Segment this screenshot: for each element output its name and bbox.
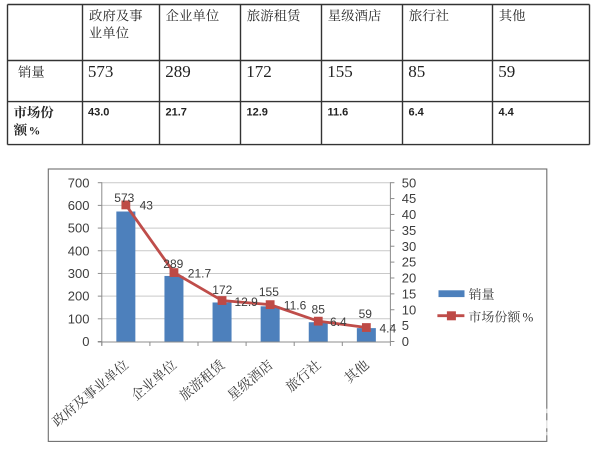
svg-text:172: 172 xyxy=(246,62,271,81)
svg-text:21.7: 21.7 xyxy=(166,107,187,119)
svg-text:0: 0 xyxy=(402,334,409,349)
svg-text:6.4: 6.4 xyxy=(330,315,347,329)
svg-text:43.0: 43.0 xyxy=(88,107,109,119)
svg-text:400: 400 xyxy=(68,243,90,258)
svg-text:43: 43 xyxy=(140,199,154,213)
svg-text:15: 15 xyxy=(402,286,416,301)
svg-text:45: 45 xyxy=(402,191,416,206)
svg-text:289: 289 xyxy=(163,257,183,271)
svg-text:11.6: 11.6 xyxy=(284,298,307,312)
svg-text:700: 700 xyxy=(68,175,90,190)
svg-text:25: 25 xyxy=(402,255,416,270)
svg-text:4.4: 4.4 xyxy=(499,107,515,119)
svg-text:155: 155 xyxy=(327,62,353,81)
svg-text:573: 573 xyxy=(88,62,114,81)
svg-text:12.9: 12.9 xyxy=(235,295,259,309)
svg-text:5: 5 xyxy=(402,318,409,333)
svg-text:10: 10 xyxy=(402,302,416,317)
svg-text:12.9: 12.9 xyxy=(247,107,268,119)
svg-text:50: 50 xyxy=(402,175,416,190)
svg-text:500: 500 xyxy=(68,221,90,236)
svg-text:0: 0 xyxy=(82,334,89,349)
svg-text:59: 59 xyxy=(498,62,515,81)
svg-text:20: 20 xyxy=(402,271,416,286)
svg-text:289: 289 xyxy=(165,62,191,81)
svg-text:85: 85 xyxy=(408,62,425,81)
svg-text:59: 59 xyxy=(359,307,373,321)
svg-text:%: % xyxy=(29,126,41,138)
svg-text:6.4: 6.4 xyxy=(409,107,425,119)
svg-text:%: % xyxy=(523,310,534,325)
svg-text:573: 573 xyxy=(114,191,134,205)
svg-text:200: 200 xyxy=(68,289,90,304)
svg-text:600: 600 xyxy=(68,198,90,213)
svg-text:11.6: 11.6 xyxy=(328,107,349,119)
svg-text:4.4: 4.4 xyxy=(380,321,397,335)
svg-text:172: 172 xyxy=(212,283,232,297)
svg-text:155: 155 xyxy=(259,285,279,299)
svg-text:21.7: 21.7 xyxy=(188,266,212,280)
svg-text:100: 100 xyxy=(68,311,90,326)
svg-text:85: 85 xyxy=(312,302,326,316)
svg-text:30: 30 xyxy=(402,239,416,254)
svg-text:300: 300 xyxy=(68,266,90,281)
svg-text:35: 35 xyxy=(402,223,416,238)
svg-text:40: 40 xyxy=(402,207,416,222)
